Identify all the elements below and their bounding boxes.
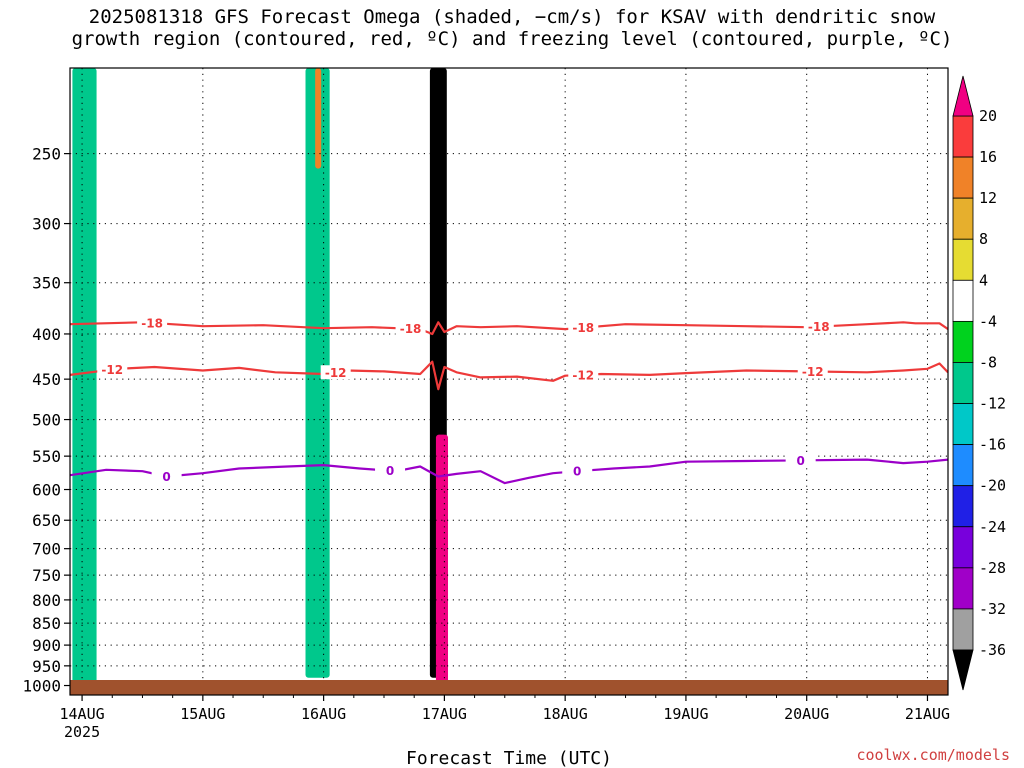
contour-label-bg	[137, 315, 168, 330]
x-tick-label: 16AUG	[301, 705, 346, 723]
y-tick-label: 750	[32, 566, 61, 585]
colorbar-segment	[952, 526, 974, 569]
colorbar-label: -20	[979, 477, 1006, 495]
x-tick-label: 20AUG	[784, 705, 829, 723]
y-tick-label: 900	[32, 636, 61, 655]
x-tick-label: 14AUG	[59, 705, 104, 723]
x-tick-label: 15AUG	[180, 705, 225, 723]
y-tick-label: 400	[32, 325, 61, 344]
colorbar-label: -32	[979, 600, 1006, 618]
y-tick-label: 700	[32, 540, 61, 559]
y-tick-label: 350	[32, 274, 61, 293]
contour-label-bg	[97, 362, 128, 377]
surface-band	[70, 680, 948, 695]
colorbar-label: -36	[979, 641, 1006, 659]
contour-label-bg	[562, 464, 593, 479]
plot-background	[70, 68, 948, 695]
y-tick-label: 800	[32, 591, 61, 610]
x-tick-label: 19AUG	[663, 705, 708, 723]
contour-label: -12	[802, 365, 824, 379]
y-tick-label: 600	[32, 481, 61, 500]
contour-label-bg	[785, 453, 816, 468]
x-tick-label: 18AUG	[543, 705, 588, 723]
chart-title: 2025081318 GFS Forecast Omega (shaded, −…	[0, 6, 1024, 50]
contour-label: -12	[572, 368, 594, 382]
y-tick-label: 850	[32, 614, 61, 633]
colorbar-label: 16	[979, 148, 997, 166]
y-tick-label: 450	[32, 370, 61, 389]
y-axis: 250 300 350 400 450 500 550 600 650 700 750 800 850 9…	[22, 145, 70, 696]
contour-label: -12	[325, 366, 347, 380]
title-line-2: growth region (contoured, red, ºC) and f…	[71, 28, 953, 50]
colorbar-label: 8	[979, 230, 988, 248]
y-tick-label: 950	[32, 657, 61, 676]
colorbar-label: -12	[979, 395, 1006, 413]
colorbar-min-triangle	[952, 649, 974, 691]
grid	[70, 68, 948, 695]
colorbar-max-triangle	[952, 75, 974, 117]
colorbar-segment	[952, 238, 974, 281]
x-axis-title: Forecast Time (UTC)	[406, 748, 612, 768]
contour-label-bg	[320, 365, 351, 380]
plot-frame	[69, 67, 949, 696]
colorbar-segment	[952, 320, 974, 363]
title-line-1: 2025081318 GFS Forecast Omega (shaded, −…	[88, 6, 936, 28]
colorbar-segment	[952, 362, 974, 404]
credit-text: coolwx.com/models	[856, 746, 1010, 764]
y-tick-label: 300	[32, 215, 61, 234]
colorbar: 20 16 12 8 4 -4 -8 -12 -16 -20 -24 -28 -32 -36	[952, 75, 1006, 691]
omega-shading	[72, 68, 449, 686]
colorbar-segment	[952, 156, 974, 199]
y-tick-label: 250	[32, 145, 61, 164]
colorbar-label: -24	[979, 518, 1006, 536]
x-tick-label: 17AUG	[422, 705, 467, 723]
colorbar-segment	[952, 567, 974, 610]
contour-label: -18	[808, 320, 830, 334]
colorbar-label: -8	[979, 353, 997, 371]
y-tick-label: 550	[32, 447, 61, 466]
contour-label: 0	[796, 454, 804, 468]
colorbar-label: 12	[979, 189, 997, 207]
colorbar-segment	[952, 279, 974, 322]
contour-label: -12	[101, 363, 123, 377]
contour-label-bg	[797, 364, 828, 379]
contour-label-bg	[568, 367, 599, 382]
contour-label: -18	[141, 316, 163, 330]
x-axis: 14AUG 15AUG 16AUG 17AUG 18AUG 19AUG 20AUG 21AUG…	[59, 695, 950, 741]
colorbar-label: 20	[979, 107, 997, 125]
colorbar-segment	[952, 485, 974, 528]
omega-shaded-feature	[315, 68, 322, 169]
contour-label-bg	[395, 321, 426, 336]
x-tick-label: 21AUG	[905, 705, 950, 723]
colorbar-label: -16	[979, 436, 1006, 454]
colorbar-label: -4	[979, 312, 997, 330]
contour-line	[70, 321, 948, 336]
y-tick-label: 650	[32, 511, 61, 530]
contour-label: 0	[162, 470, 170, 484]
contour-label-bg	[568, 320, 599, 335]
colorbar-label: 4	[979, 271, 988, 289]
y-tick-label: 500	[32, 411, 61, 430]
contours: -18 -18 -18 -18 -12 -12 -12 -12 0 0 0 0	[70, 315, 948, 485]
contour-label-bg	[375, 463, 406, 478]
contour-line	[70, 360, 948, 391]
y-tick-label: 1000	[22, 677, 61, 696]
colorbar-segment	[952, 444, 974, 487]
colorbar-segment	[952, 197, 974, 240]
omega-shaded-feature	[435, 434, 449, 686]
contour-label: -18	[400, 322, 422, 336]
omega-shaded-feature	[72, 68, 97, 686]
contour-label: 0	[573, 465, 581, 479]
contour-label-bg	[151, 469, 182, 484]
contour-label-bg	[803, 319, 834, 334]
colorbar-segment	[952, 403, 974, 446]
contour-label: 0	[386, 464, 394, 478]
x-year-label: 2025	[64, 723, 100, 741]
colorbar-segment	[952, 115, 974, 158]
colorbar-label: -28	[979, 559, 1006, 577]
contour-label: -18	[572, 321, 594, 335]
colorbar-segment	[952, 608, 974, 651]
